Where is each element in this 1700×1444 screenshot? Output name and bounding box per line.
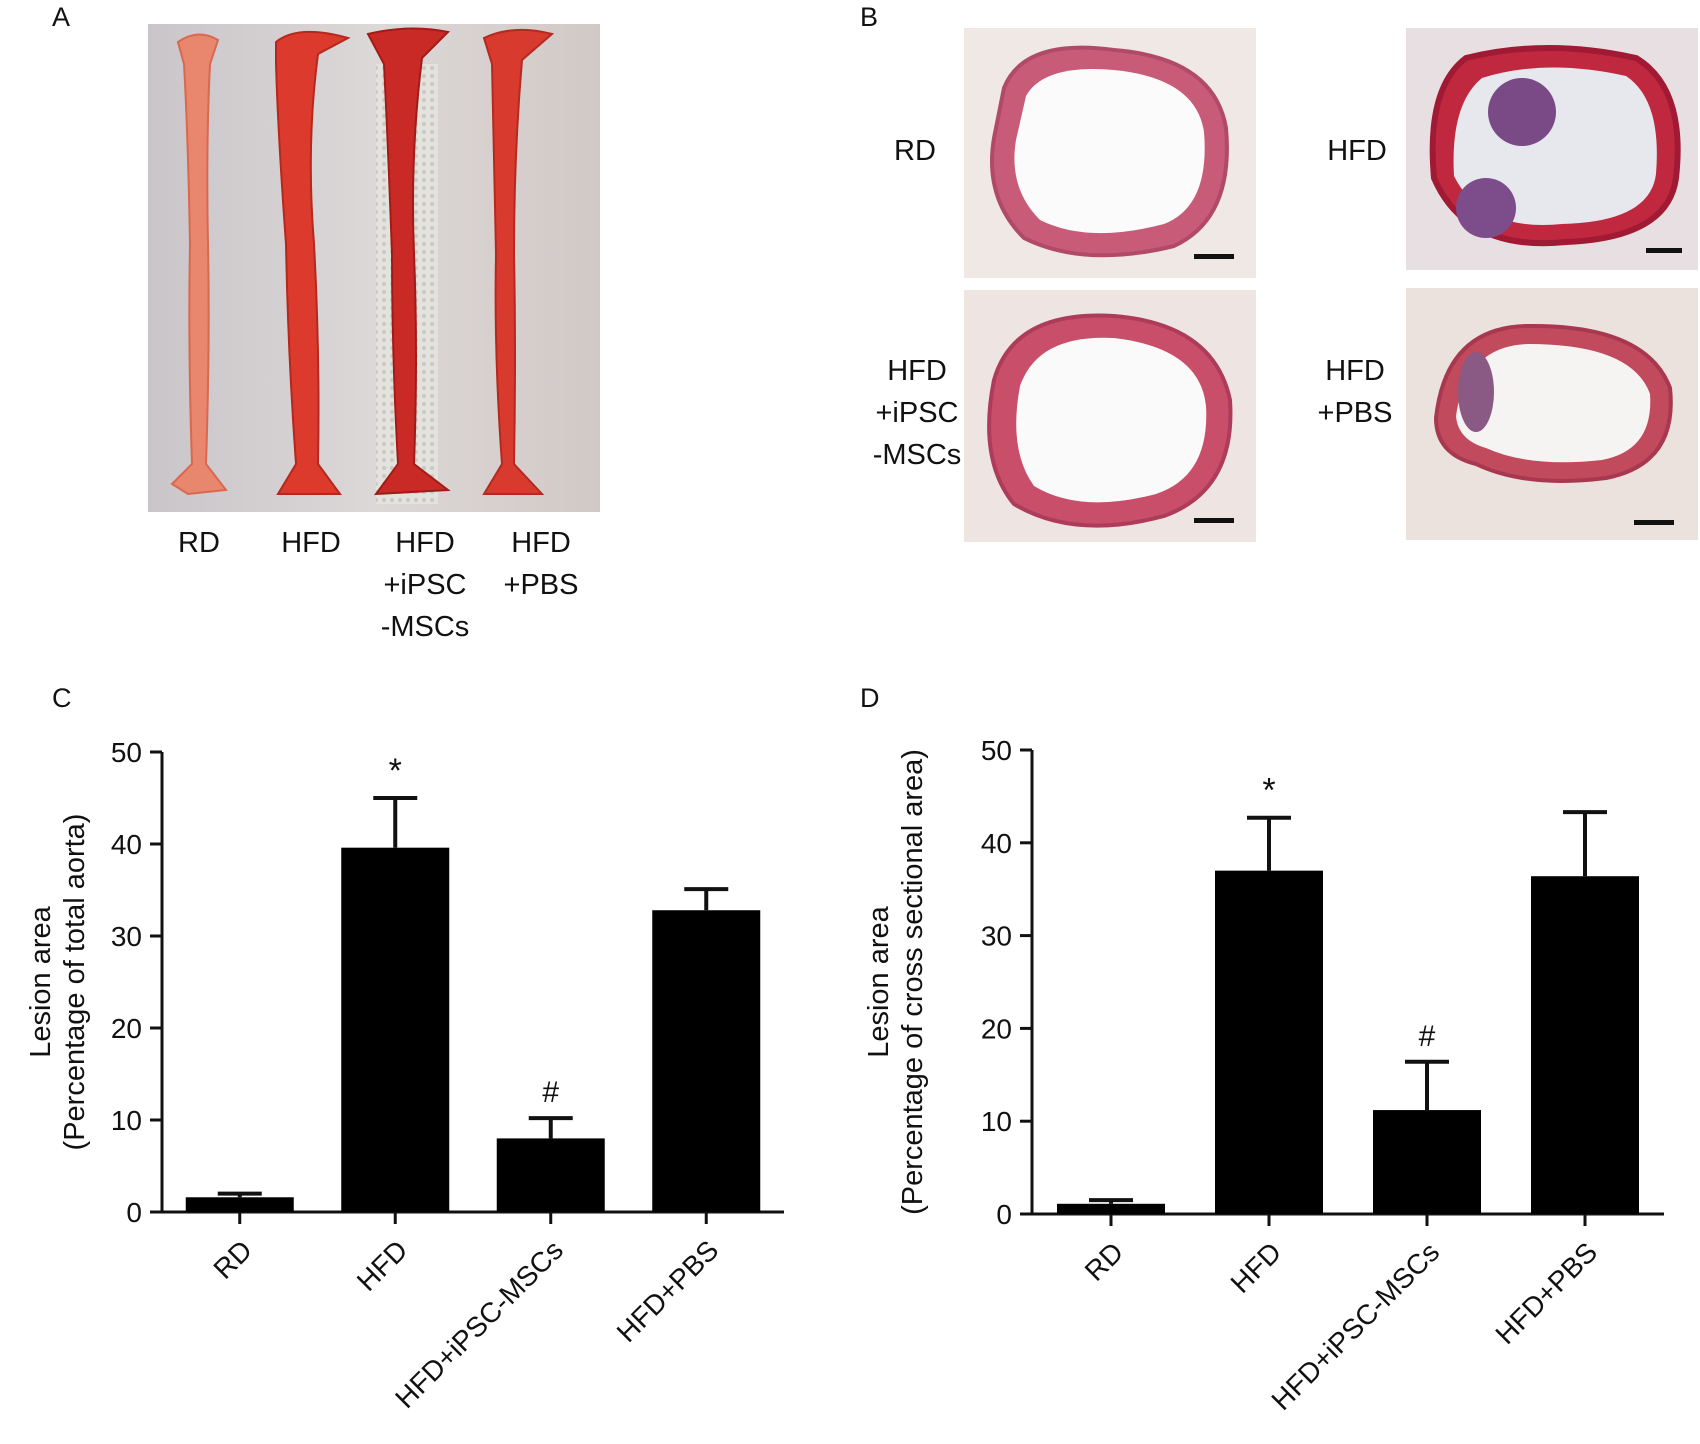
y-tick-label: 0 xyxy=(126,1197,142,1228)
lane-label-hfd-ipsc-mscs: HFD +iPSC -MSCs xyxy=(380,527,470,643)
panel-d-letter: D xyxy=(860,683,880,713)
section-hfd-ipsc-mscs xyxy=(964,290,1256,542)
significance-marker: # xyxy=(542,1076,559,1109)
significance-marker: # xyxy=(1419,1020,1436,1053)
y-tick-label: 40 xyxy=(111,829,142,860)
y-tick-label: 50 xyxy=(981,735,1012,766)
y-tick-label: 20 xyxy=(981,1013,1012,1044)
aorta-hfd-pbs xyxy=(482,28,555,495)
y-tick-label: 40 xyxy=(981,828,1012,859)
bar xyxy=(1215,870,1323,1214)
panel-a-letter: A xyxy=(52,2,71,32)
aorta-hfd-ipsc xyxy=(366,27,451,496)
y-tick-label: 30 xyxy=(111,921,142,952)
y-tick-label: 10 xyxy=(111,1105,142,1136)
x-tick-label: HFD+PBS xyxy=(1489,1236,1603,1350)
bar xyxy=(1531,876,1639,1214)
lane-label-hfd: HFD xyxy=(281,527,341,559)
section-label-hfd-ipsc-mscs: HFD +iPSC -MSCs xyxy=(872,355,962,471)
significance-marker: * xyxy=(1262,772,1275,810)
x-tick-label: HFD+iPSC-MSCs xyxy=(389,1234,569,1414)
section-label-hfd: HFD xyxy=(1327,135,1387,167)
bar xyxy=(185,1197,294,1212)
panel-c-letter: C xyxy=(52,683,72,713)
section-label-hfd-pbs: HFD +PBS xyxy=(1317,355,1393,429)
x-tick-label: RD xyxy=(1079,1236,1130,1287)
section-rd xyxy=(964,28,1256,278)
panel-b-letter: B xyxy=(860,2,879,32)
bar xyxy=(652,910,761,1212)
y-tick-label: 50 xyxy=(111,737,142,768)
x-tick-label: HFD xyxy=(351,1234,414,1297)
x-tick-label: HFD xyxy=(1225,1236,1288,1299)
y-axis-label: (Percentage of total aorta) xyxy=(59,814,91,1151)
y-axis-label: Lesion area xyxy=(863,905,895,1057)
bar xyxy=(341,847,450,1212)
bar xyxy=(496,1138,605,1212)
x-tick-label: HFD+iPSC-MSCs xyxy=(1265,1236,1445,1416)
section-label-rd: RD xyxy=(894,135,936,167)
bar xyxy=(1373,1110,1481,1214)
section-hfd xyxy=(1406,28,1698,270)
y-tick-label: 10 xyxy=(981,1106,1012,1137)
section-hfd-pbs xyxy=(1406,288,1698,540)
aorta-rd xyxy=(170,33,228,496)
bar xyxy=(1057,1203,1165,1214)
aorta-hfd xyxy=(275,30,351,495)
aorta-photo xyxy=(148,24,600,512)
lane-label-hfd-pbs: HFD +PBS xyxy=(503,527,579,601)
x-tick-label: HFD+PBS xyxy=(611,1234,725,1348)
y-tick-label: 20 xyxy=(111,1013,142,1044)
significance-marker: * xyxy=(389,752,402,790)
y-axis-label: Lesion area xyxy=(25,905,57,1057)
y-tick-label: 30 xyxy=(981,921,1012,952)
y-tick-label: 0 xyxy=(996,1199,1012,1230)
x-tick-label: RD xyxy=(207,1234,258,1285)
lane-label-rd: RD xyxy=(178,527,220,559)
y-axis-label: (Percentage of cross sectional area) xyxy=(897,749,929,1215)
